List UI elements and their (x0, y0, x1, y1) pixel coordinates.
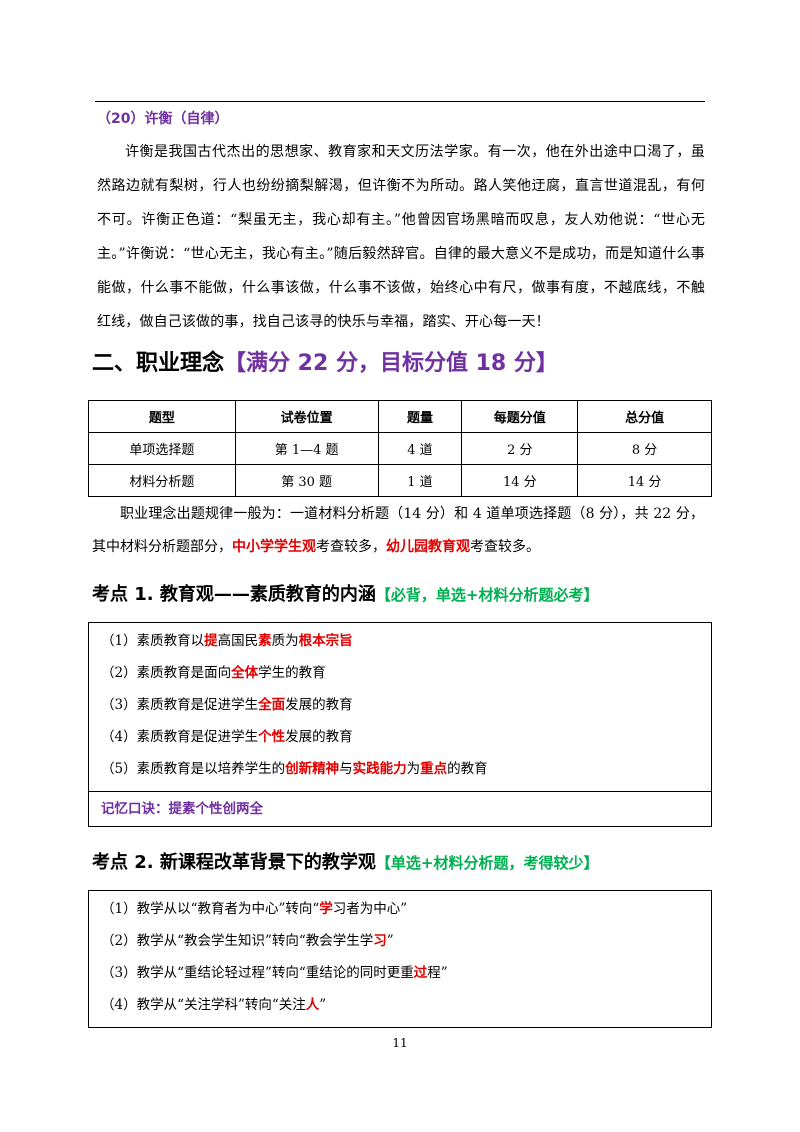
text-run: （3）教学从“重结论轻过程”转向“重结论的同时更重 (101, 965, 414, 981)
table-cell: 单项选择题 (88, 432, 236, 465)
highlight-run: 记忆口诀：提素个性创两全 (101, 801, 263, 817)
table-cell: 14 分 (461, 464, 579, 497)
highlight-run: 中小学学生观 (232, 539, 316, 555)
point-box: （1）素质教育以提高国民素质为根本宗旨 （2）素质教育是面向全体学生的教育 （3）素… (88, 622, 712, 827)
page-number: 11 (392, 1036, 408, 1050)
highlight-run: 提 (204, 633, 218, 649)
table-cell: 第 1—4 题 (234, 432, 379, 465)
highlight-run: 根本宗旨 (298, 633, 353, 649)
text-run: 考查较多。 (470, 539, 540, 555)
text-run: 的教育 (447, 761, 488, 777)
text-run: 考查较多， (316, 539, 386, 555)
section-note: 职业理念出题规律一般为：一道材料分析题（14 分）和 4 道单项选择题（8 分）… (92, 498, 704, 564)
text-run: ” (319, 997, 327, 1013)
mnemonic: 记忆口诀：提素个性创两全 (89, 791, 711, 826)
table-cell: 材料分析题 (88, 464, 236, 497)
text-run: 习者为中心” (332, 901, 408, 917)
table-cell: 4 道 (377, 432, 463, 465)
text-run: 二、职业理念 (92, 351, 225, 376)
table-cell: 1 道 (377, 464, 463, 497)
text-run: （3）素质教育是促进学生 (101, 697, 259, 713)
highlight-run: 【单选+材料分析题，考得较少】 (375, 854, 599, 872)
text-run: （1）教学从以“教育者为中心”转向“ (101, 901, 320, 917)
table-header-cell: 题型 (88, 400, 236, 433)
highlight-run: 【满分 22 分，目标分值 18 分】 (224, 351, 558, 376)
highlight-run: 学 (319, 901, 333, 917)
point-item: （4）素质教育是促进学生个性发展的教育 (89, 721, 711, 753)
table-header-cell: 试卷位置 (234, 400, 379, 433)
text-run: 职业理念出题规律一般为：一道材料分析题（14 分）和 4 道单项选择题（8 分）… (92, 506, 704, 555)
text-run: （1）素质教育以 (101, 633, 205, 649)
highlight-run: 创新精神 (285, 761, 340, 777)
point-title: 考点 2. 新课程改革背景下的教学观【单选+材料分析题，考得较少】 (92, 848, 598, 874)
story-heading: （20）许衡（自律） (97, 111, 229, 127)
table-header-cell: 总分值 (577, 400, 712, 433)
highlight-run: 全面 (258, 697, 286, 713)
table-cell: 第 30 题 (234, 464, 379, 497)
highlight-run: 实践能力 (352, 761, 407, 777)
text-run: 程” (427, 965, 448, 981)
highlight-run: 全体 (231, 665, 259, 681)
table-cell: 2 分 (461, 432, 579, 465)
highlight-run: 素 (258, 633, 272, 649)
text-run: 高国民 (217, 633, 259, 649)
point-item: （5）素质教育是以培养学生的创新精神与实践能力为重点的教育 (89, 753, 711, 785)
highlight-run: 幼儿园教育观 (386, 539, 470, 555)
highlight-run: 个性 (258, 729, 286, 745)
point-item: （2）素质教育是面向全体学生的教育 (89, 657, 711, 689)
point-item: （3）素质教育是促进学生全面发展的教育 (89, 689, 711, 721)
point-item: （1）教学从以“教育者为中心”转向“学习者为中心” (89, 893, 711, 925)
table-header-cell: 每题分值 (461, 400, 579, 433)
highlight-run: 过 (413, 965, 428, 981)
text-run: 考点 1. 教育观——素质教育的内涵 (92, 584, 376, 605)
point-item: （1）素质教育以提高国民素质为根本宗旨 (89, 625, 711, 657)
table-cell: 8 分 (577, 432, 712, 465)
highlight-run: 习 (373, 933, 387, 949)
table-cell: 14 分 (577, 464, 712, 497)
section-title: 二、职业理念【满分 22 分，目标分值 18 分】 (92, 345, 558, 377)
text-run: 学生的教育 (258, 665, 326, 681)
header-rule (95, 101, 705, 102)
point-item: （4）教学从“关注学科”转向“关注人” (89, 989, 711, 1021)
table-header-cell: 题量 (377, 400, 463, 433)
point-title: 考点 1. 教育观——素质教育的内涵【必背，单选+材料分析题必考】 (92, 580, 598, 606)
highlight-run: 重点 (420, 761, 448, 777)
highlight-run: 【必背，单选+材料分析题必考】 (375, 586, 599, 604)
highlight-run: 人 (305, 997, 320, 1013)
text-run: 考点 2. 新课程改革背景下的教学观 (92, 852, 376, 873)
text-run: （4）素质教育是促进学生 (101, 729, 259, 745)
story-body: 许衡是我国古代杰出的思想家、教育家和天文历法学家。有一次，他在外出途中口渴了，虽… (97, 144, 705, 330)
text-run: （5）素质教育是以培养学生的 (101, 761, 286, 777)
text-run: ” (386, 933, 394, 949)
table-header: 题型 试卷位置 题量 每题分值 总分值 (88, 400, 712, 433)
text-run: 与 (339, 761, 353, 777)
text-run: （4）教学从“关注学科”转向“关注 (101, 997, 306, 1013)
text-run: 质为 (271, 633, 299, 649)
point-item: （2）教学从“教会学生知识”转向“教会学生学习” (89, 925, 711, 957)
text-run: 发展的教育 (285, 729, 353, 745)
text-run: （2）素质教育是面向 (101, 665, 232, 681)
point-box: （1）教学从以“教育者为中心”转向“学习者为中心” （2）教学从“教会学生知识”转… (88, 890, 712, 1028)
point-item: （3）教学从“重结论轻过程”转向“重结论的同时更重过程” (89, 957, 711, 989)
text-run: （2）教学从“教会学生知识”转向“教会学生学 (101, 933, 374, 949)
text-run: 为 (406, 761, 421, 777)
text-run: 发展的教育 (285, 697, 353, 713)
